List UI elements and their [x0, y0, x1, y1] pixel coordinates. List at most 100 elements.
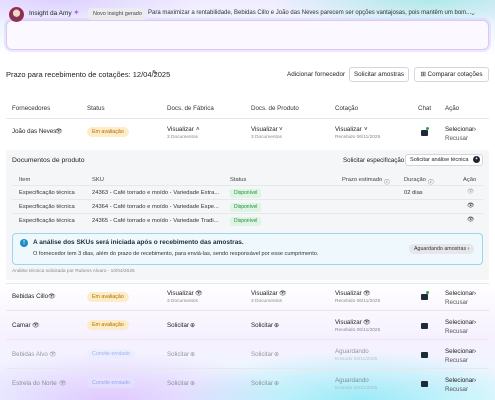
awaiting-samples-label: Aguardando amostras	[414, 246, 467, 252]
product-request-link[interactable]: Solicitar	[251, 380, 274, 387]
eye-icon[interactable]: 👁	[467, 203, 475, 209]
factory-docs-count: 3 Documentos	[167, 299, 198, 304]
doc-sku: 24363 - Café torrado e moído - Variedade…	[92, 190, 220, 196]
select-link[interactable]: Selecionar	[445, 290, 475, 297]
quote-date: Recebido 06/11/2025	[335, 299, 381, 304]
available-badge: Disponível	[230, 189, 262, 198]
plus-circle-icon[interactable]: ⊕	[274, 380, 280, 387]
sparkle-icon: ✦	[73, 8, 80, 17]
chat-icon[interactable]	[421, 130, 428, 136]
plus-circle-icon[interactable]: ⊕	[190, 351, 196, 358]
plus-circle-icon[interactable]: ⊕	[274, 351, 280, 358]
pencil-icon[interactable]: ✎	[152, 70, 158, 77]
chevron-down-icon[interactable]: ˅	[279, 126, 283, 133]
col-product-docs: Docs. de Produto	[251, 105, 299, 112]
reject-link[interactable]: Recusar	[445, 357, 469, 364]
quote-link[interactable]: Visualizar	[335, 319, 362, 326]
status-badge: Em avaliação	[87, 127, 129, 137]
plus-circle-icon[interactable]: ⊕	[190, 322, 196, 329]
eye-icon[interactable]: 👁	[363, 291, 371, 297]
request-spec-link[interactable]: Solicitar especificação	[343, 157, 405, 164]
chat-icon[interactable]	[421, 381, 428, 387]
doc-sku: 24365 - Café torrado e moído - Variedade…	[92, 218, 219, 224]
chevron-right-icon[interactable]: ›	[474, 348, 477, 355]
sub-col-item: Item	[19, 177, 31, 183]
select-link[interactable]: Selecionar	[445, 126, 475, 133]
chevron-right-icon[interactable]: ›	[474, 377, 477, 384]
reject-link[interactable]: Recusar	[445, 386, 469, 393]
eye-icon[interactable]: 👁	[59, 381, 67, 387]
eye-icon[interactable]: 👁	[279, 291, 287, 297]
status-badge: Convite enviado	[87, 378, 135, 388]
product-request-link[interactable]: Solicitar	[251, 322, 274, 329]
chevron-down-icon[interactable]: ˅	[364, 126, 368, 133]
product-request-link[interactable]: Solicitar	[251, 351, 274, 358]
compare-quotes-button[interactable]: ⊞ Comparar cotações	[414, 67, 489, 82]
deadline-label: Prazo para recebimento de cotações: 12/0…	[6, 70, 171, 79]
sub-col-sku: SKU	[92, 177, 104, 183]
select-link[interactable]: Selecionar	[445, 319, 475, 326]
factory-docs-link[interactable]: Visualizar	[167, 126, 194, 133]
reject-link[interactable]: Recusar	[445, 135, 469, 142]
chevron-right-icon[interactable]: ›	[474, 319, 477, 326]
supplier-name[interactable]: Bebidas Cillo	[12, 293, 49, 300]
plus-circle-icon[interactable]: ⊕	[274, 322, 280, 329]
plus-circle-icon[interactable]: ⊕	[190, 380, 196, 387]
factory-request-link[interactable]: Solicitar	[167, 322, 190, 329]
divider	[12, 185, 483, 186]
chevron-down-icon[interactable]: ⌄	[470, 10, 476, 17]
insight-banner[interactable]	[6, 20, 489, 50]
request-analysis-label: Solicitar análise técnica	[410, 157, 469, 163]
chevron-right-icon[interactable]: ›	[474, 290, 477, 297]
divider	[6, 283, 489, 284]
product-docs-link[interactable]: Visualizar	[251, 290, 278, 297]
request-samples-button[interactable]: Solicitar amostras	[349, 67, 409, 82]
select-link[interactable]: Selecionar	[445, 348, 475, 355]
insight-name: Insight da Amy	[29, 10, 72, 17]
reject-link[interactable]: Recusar	[445, 328, 469, 335]
available-badge: Disponível	[230, 217, 262, 226]
awaiting-samples-badge[interactable]: Aguardando amostras ›	[409, 244, 475, 254]
quote-date: Enviado 06/11/2025	[335, 386, 378, 391]
col-action: Ação	[445, 105, 460, 112]
eye-icon[interactable]: 👁	[363, 320, 371, 326]
chat-icon[interactable]	[421, 323, 428, 329]
factory-docs-link[interactable]: Visualizar	[167, 290, 194, 297]
eye-icon[interactable]: 👁	[48, 294, 56, 300]
chat-icon[interactable]	[421, 352, 428, 358]
divider	[6, 118, 489, 119]
product-docs-count: 3 Documentos	[251, 135, 282, 140]
quote-link[interactable]: Visualizar	[335, 290, 362, 297]
add-supplier-link[interactable]: Adicionar fornecedor	[287, 71, 346, 78]
factory-request-link[interactable]: Solicitar	[167, 380, 190, 387]
panel-title: Documentos de produto	[12, 157, 85, 164]
supplier-name[interactable]: Estrela do Norte	[12, 380, 57, 387]
avatar	[9, 7, 24, 22]
eye-icon[interactable]: 👁	[32, 323, 40, 329]
sub-col-duration: Duração	[404, 177, 426, 183]
plus-icon: +	[473, 156, 480, 163]
request-samples-label: Solicitar amostras	[353, 71, 405, 78]
product-docs-link[interactable]: Visualizar	[251, 126, 278, 133]
reject-link[interactable]: Recusar	[445, 299, 469, 306]
eye-icon[interactable]: 👁	[467, 189, 475, 195]
supplier-name[interactable]: Bebidas Alvo	[12, 351, 48, 358]
eye-icon[interactable]: 👁	[49, 352, 57, 358]
eye-icon[interactable]: 👁	[195, 291, 203, 297]
new-insight-badge: Novo insight gerado	[88, 8, 147, 20]
sub-col-status: Status	[230, 177, 247, 183]
select-link[interactable]: Selecionar	[445, 377, 475, 384]
chevron-up-icon[interactable]: ˄	[196, 126, 200, 133]
chat-icon[interactable]	[421, 294, 428, 300]
supplier-name[interactable]: Camar	[12, 322, 31, 329]
doc-item: Especificação técnica	[19, 204, 75, 210]
doc-item: Especificação técnica	[19, 218, 75, 224]
eye-icon[interactable]: 👁	[55, 129, 63, 135]
quote-link[interactable]: Visualizar	[335, 126, 362, 133]
factory-request-link[interactable]: Solicitar	[167, 351, 190, 358]
chevron-right-icon[interactable]: ›	[474, 126, 477, 133]
quote-date: Enviado 06/11/2025	[335, 357, 378, 362]
supplier-name[interactable]: João das Neves	[12, 128, 57, 135]
request-analysis-button[interactable]: Solicitar análise técnica +	[405, 154, 483, 166]
eye-icon[interactable]: 👁	[467, 217, 475, 223]
